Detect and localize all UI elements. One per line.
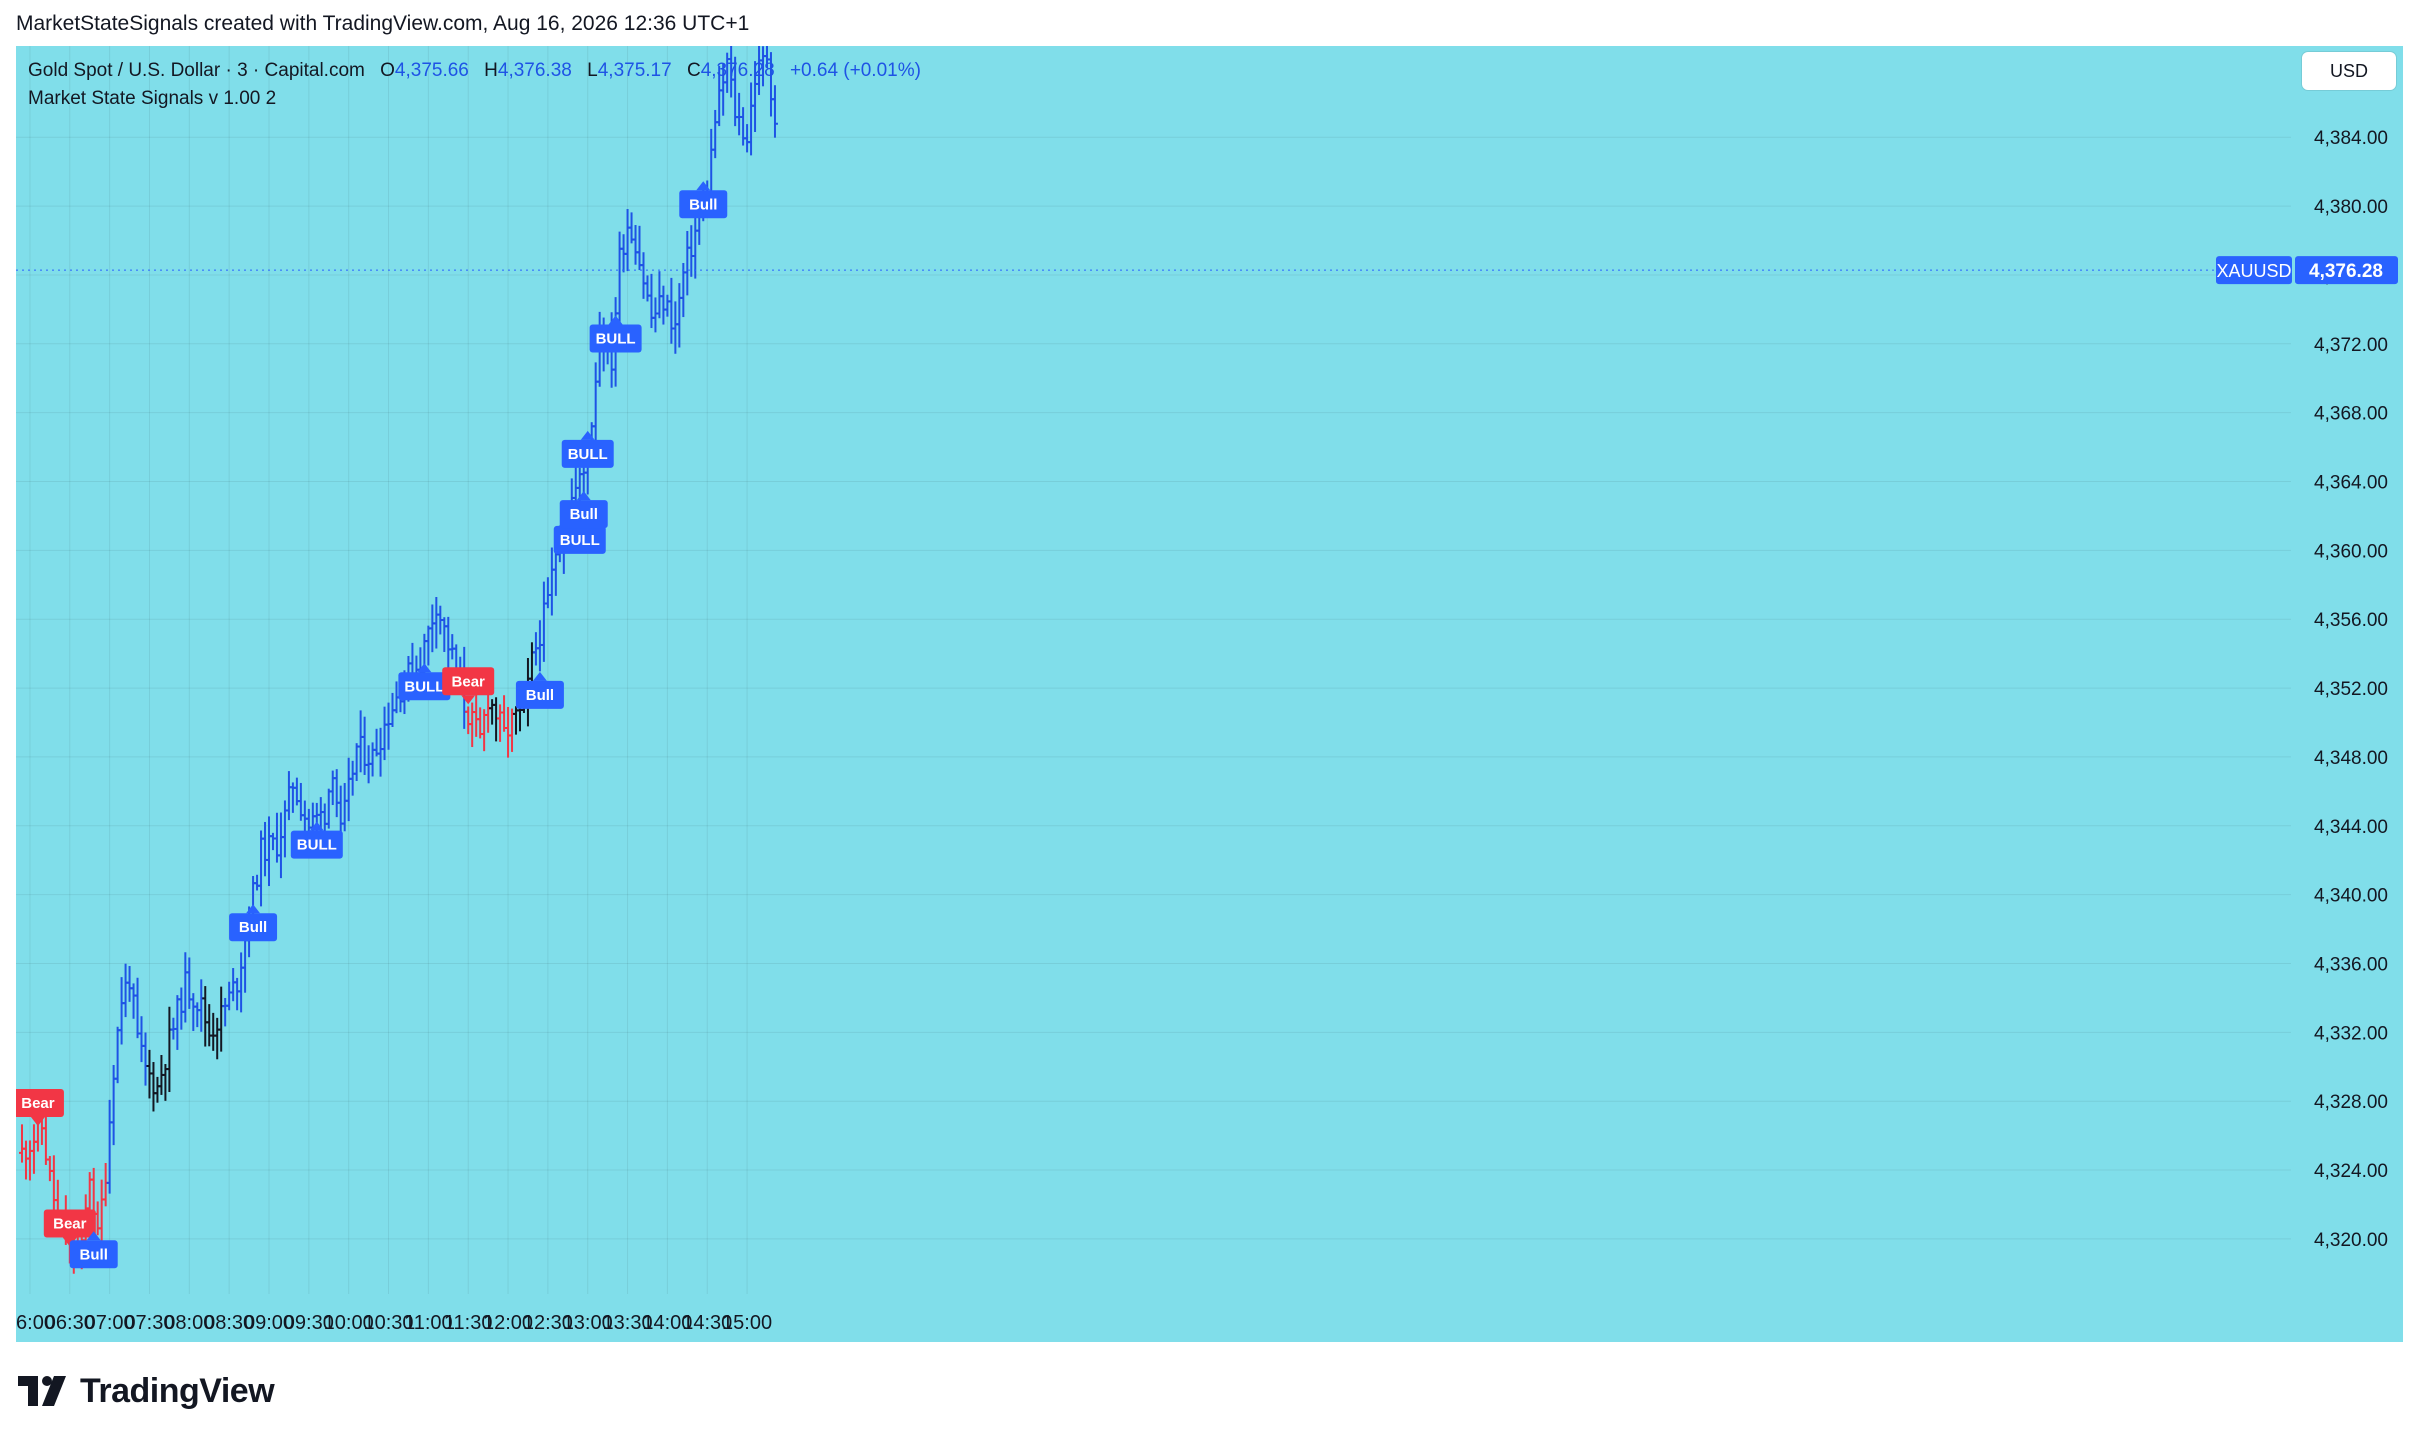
y-tick-label: 4,368.00 (2314, 404, 2388, 425)
close-label: C (686, 60, 701, 81)
signal-pointer (576, 491, 591, 501)
low-label: L (587, 60, 598, 81)
currency-button[interactable]: USD (2302, 52, 2396, 90)
x-tick-label: 09:30 (284, 1312, 334, 1334)
signal-label-box[interactable] (43, 1209, 96, 1238)
signal-label-text: Bull (239, 919, 267, 936)
symbol-title[interactable]: Gold Spot / U.S. Dollar · 3 · Capital.co… (28, 60, 365, 81)
price-tag-value: 4,376.28 (2309, 261, 2383, 282)
signal-label-text: Bull (689, 196, 717, 213)
y-tick-label: 4,356.00 (2314, 610, 2388, 631)
signal-pointer (246, 904, 261, 914)
signal-label-text: BULL (596, 331, 636, 348)
y-tick-label: 4,324.00 (2314, 1161, 2388, 1182)
x-tick-label: 14:30 (682, 1312, 732, 1334)
chart-caption: MarketStateSignals created with TradingV… (16, 12, 750, 35)
signal-label-text: Bull (570, 506, 598, 523)
signal-label-box[interactable] (69, 1240, 118, 1269)
signal-pointer (532, 671, 547, 681)
signal-pointer (86, 1231, 101, 1241)
signal-pointer (30, 1117, 45, 1127)
signal-label-box[interactable] (559, 500, 608, 529)
signal-pointer (62, 1237, 77, 1247)
tradingview-wordmark: TradingView (80, 1371, 275, 1410)
signal-label-text: Bear (53, 1216, 87, 1233)
x-tick-label: 15:00 (722, 1312, 772, 1334)
x-tick-label: 14:00 (642, 1312, 692, 1334)
signal-pointer (309, 821, 324, 831)
x-tick-label: 12:30 (523, 1312, 573, 1334)
signal-label-text: Bear (21, 1095, 55, 1112)
y-tick-label: 4,332.00 (2314, 1023, 2388, 1044)
y-tick-label: 4,348.00 (2314, 748, 2388, 769)
signal-label-box[interactable] (589, 324, 642, 353)
indicator-title[interactable]: Market State Signals v 1.00 2 (28, 88, 277, 109)
signal-label-box[interactable] (398, 672, 451, 701)
x-tick-label: 08:30 (204, 1312, 254, 1334)
x-tick-label: 08:00 (164, 1312, 214, 1334)
y-tick-label: 4,352.00 (2314, 679, 2388, 700)
x-tick-label: 12:00 (483, 1312, 533, 1334)
signal-label-text: Bear (452, 673, 486, 690)
legend-symbol-row: Gold Spot / U.S. Dollar · 3 · Capital.co… (28, 57, 921, 85)
ohlc-chart[interactable]: 4,320.00 4,324.00 4,328.00 4,332.00 4,336.00… (16, 46, 2403, 1342)
signal-label-text: BULL (568, 446, 608, 463)
price-tag-box (2295, 256, 2398, 285)
y-tick-label: 4,344.00 (2314, 817, 2388, 838)
open-label: O (380, 60, 395, 81)
signal-pointer (696, 181, 711, 191)
symbol-tag-text: XAUUSD (2216, 261, 2291, 281)
y-tick-label: 4,340.00 (2314, 886, 2388, 907)
tradingview-logo-icon (18, 1376, 66, 1406)
chart-background (16, 46, 2403, 1342)
signal-label-text: Bull (526, 687, 554, 704)
signal-pointer (417, 663, 432, 673)
open-value: 4,375.66 (394, 60, 469, 81)
signal-label-text: BULL (297, 837, 337, 854)
x-tick-label: 11:30 (444, 1312, 493, 1334)
y-tick-label: 4,384.00 (2314, 128, 2388, 149)
signal-label-box[interactable] (515, 680, 564, 709)
x-tick-label: 06:00 (16, 1312, 55, 1334)
y-tick-label: 4,328.00 (2314, 1092, 2388, 1113)
x-tick-label: 09:00 (244, 1312, 294, 1334)
x-tick-label: 11:00 (404, 1312, 453, 1334)
signal-label-text: BULL (404, 678, 444, 695)
close-value: 4,376.28 (700, 60, 775, 81)
signal-label-box[interactable] (561, 439, 614, 468)
y-tick-label: 4,380.00 (2314, 197, 2388, 218)
high-label: H (484, 60, 498, 81)
y-tick-label: 4,364.00 (2314, 473, 2388, 494)
signal-label-box[interactable] (442, 667, 495, 696)
y-tick-label: 4,320.00 (2314, 1230, 2388, 1251)
low-value: 4,375.17 (597, 60, 672, 81)
chart-area[interactable]: 4,320.00 4,324.00 4,328.00 4,332.00 4,336.00… (16, 46, 2403, 1342)
signal-pointer (608, 315, 623, 325)
signal-label-box[interactable] (229, 913, 278, 942)
tradingview-logo[interactable]: TradingView (18, 1370, 275, 1412)
signal-label-box[interactable] (290, 830, 343, 859)
y-tick-label: 4,372.00 (2314, 335, 2388, 356)
change-value: +0.64 (+0.01%) (789, 60, 921, 81)
signal-label-box[interactable] (553, 525, 606, 554)
y-tick-label: 4,336.00 (2314, 954, 2388, 975)
signal-label-text: Bull (80, 1246, 108, 1263)
high-value: 4,376.38 (497, 60, 572, 81)
signal-label-text: BULL (560, 532, 600, 549)
x-tick-label: 13:00 (563, 1312, 613, 1334)
x-tick-label: 07:30 (124, 1312, 174, 1334)
symbol-tag-box (2216, 256, 2292, 285)
y-tick-label: 4,360.00 (2314, 541, 2388, 562)
x-tick-label: 06:30 (45, 1312, 95, 1334)
x-tick-label: 10:00 (324, 1312, 374, 1334)
signal-label-box[interactable] (679, 190, 728, 219)
x-tick-label: 10:30 (363, 1312, 413, 1334)
chart-legend: Gold Spot / U.S. Dollar · 3 · Capital.co… (28, 57, 921, 113)
x-tick-label: 07:00 (85, 1312, 135, 1334)
signal-pointer (461, 695, 476, 705)
signal-label-box[interactable] (16, 1089, 64, 1118)
signal-pointer (580, 430, 595, 440)
x-tick-label: 13:30 (603, 1312, 653, 1334)
